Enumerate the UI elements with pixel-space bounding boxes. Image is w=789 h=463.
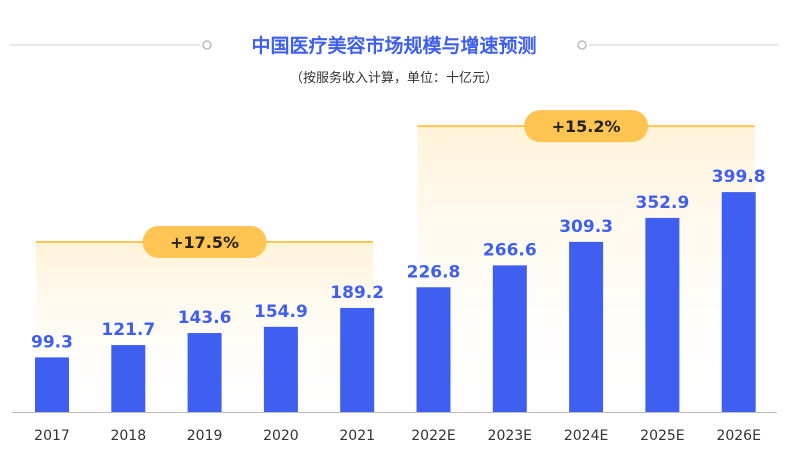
bar-2021	[340, 307, 375, 412]
bar-2024E	[569, 241, 604, 412]
bar-2017	[35, 357, 69, 412]
tick-label-2018: 2018	[110, 428, 146, 444]
bar-series	[35, 192, 756, 412]
title-right-dot	[577, 40, 587, 50]
value-label-2022E: 226.8	[407, 262, 461, 282]
tick-label-2022E: 2022E	[411, 428, 455, 444]
bar-2018	[111, 345, 146, 412]
tick-label-2024E: 2024E	[564, 428, 608, 444]
chart-subtitle: （按服务收入计算，单位：十亿元）	[290, 70, 498, 86]
tick-label-2019: 2019	[187, 428, 223, 444]
tick-label-2017: 2017	[34, 428, 70, 444]
bar-2025E	[645, 217, 680, 412]
value-label-2018: 121.7	[101, 320, 155, 340]
value-label-2019: 143.6	[178, 308, 232, 328]
value-labels: 99.3 121.7 143.6 154.9 189.2 226.8 266.6 309.3 3…	[31, 167, 766, 352]
value-label-2021: 189.2	[330, 283, 384, 303]
growth-badge-label-2: +15.2%	[552, 117, 621, 136]
value-label-2020: 154.9	[254, 302, 308, 322]
value-label-2025E: 352.9	[636, 193, 690, 213]
value-label-2026E: 399.8	[712, 167, 766, 187]
value-label-2017: 99.3	[31, 332, 73, 352]
bar-2019	[187, 333, 222, 412]
chart-title: 中国医疗美容市场规模与增速预测	[251, 34, 536, 57]
tick-label-2025E: 2025E	[640, 428, 684, 444]
title-left-dot	[202, 40, 212, 50]
bar-2026E	[721, 192, 756, 412]
x-tick-labels: 2017 2018 2019 2020 2021 2022E 2023E 2024E 2025E…	[34, 428, 761, 444]
bar-2022E	[416, 287, 451, 412]
tick-label-2026E: 2026E	[716, 428, 760, 444]
bar-2023E	[492, 265, 527, 412]
growth-badge-1	[142, 225, 267, 258]
tick-label-2023E: 2023E	[488, 428, 532, 444]
tick-label-2020: 2020	[263, 428, 299, 444]
growth-badge-2	[524, 110, 649, 143]
value-label-2023E: 266.6	[483, 240, 537, 260]
tick-label-2021: 2021	[339, 428, 375, 444]
growth-badge-label-1: +17.5%	[170, 233, 239, 252]
bar-2020	[263, 326, 298, 412]
value-label-2024E: 309.3	[559, 217, 613, 237]
